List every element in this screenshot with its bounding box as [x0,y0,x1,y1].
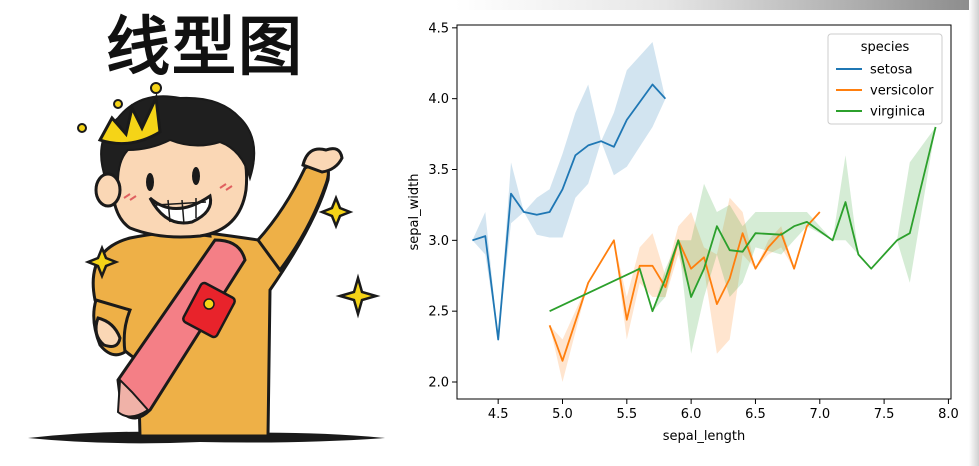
y-tick-label: 4.0 [428,92,449,107]
ci-band-virginica [549,127,936,354]
x-tick-label: 7.0 [809,407,830,422]
lower-hand [94,316,122,348]
series-line-setosa [472,83,667,341]
y-tick-label: 3.0 [428,234,449,249]
legend-label-versicolor: versicolor [870,84,934,99]
sash-tail [116,377,150,418]
y-tick-label: 3.5 [428,163,449,178]
x-tick-label: 8.0 [938,407,959,422]
top-edge-shadow [455,0,979,10]
x-axis-label: sepal_length [663,429,746,444]
right-edge-shadow [969,0,979,466]
x-tick-label: 4.5 [488,407,509,422]
legend-frame [827,33,943,125]
series-line-virginica [549,126,937,313]
y-axis-label: sepal_width [407,174,422,251]
legend-label-virginica: virginica [870,105,925,120]
legend: species setosa versicolor virginica [827,33,943,125]
cartoon-boy-illustration [28,82,385,444]
y-tick-label: 4.5 [428,21,449,36]
x-tick-label: 5.0 [552,407,573,422]
crown [97,92,162,146]
ci-band-setosa [472,42,666,340]
legend-label-setosa: setosa [870,63,913,78]
y-tick-label: 2.5 [428,305,449,320]
x-tick-label: 7.5 [874,407,895,422]
x-tick-label: 5.5 [616,407,637,422]
sparkle-right-top [318,194,354,230]
hair [100,95,256,184]
raised-hand [301,147,344,174]
red-envelope [182,281,236,339]
y-tick-label: 2.0 [428,376,449,391]
x-tick-label: 6.5 [745,407,766,422]
x-tick-label: 6.0 [681,407,702,422]
ci-band-versicolor [549,197,820,382]
sparkle-right-bottom [335,273,381,319]
banner-text: 线型图 [106,11,304,85]
sparkle-left [84,244,120,280]
ground-stroke [28,431,385,444]
plot-frame [456,24,952,400]
legend-title: species [861,40,910,55]
series-line-versicolor [548,211,821,362]
